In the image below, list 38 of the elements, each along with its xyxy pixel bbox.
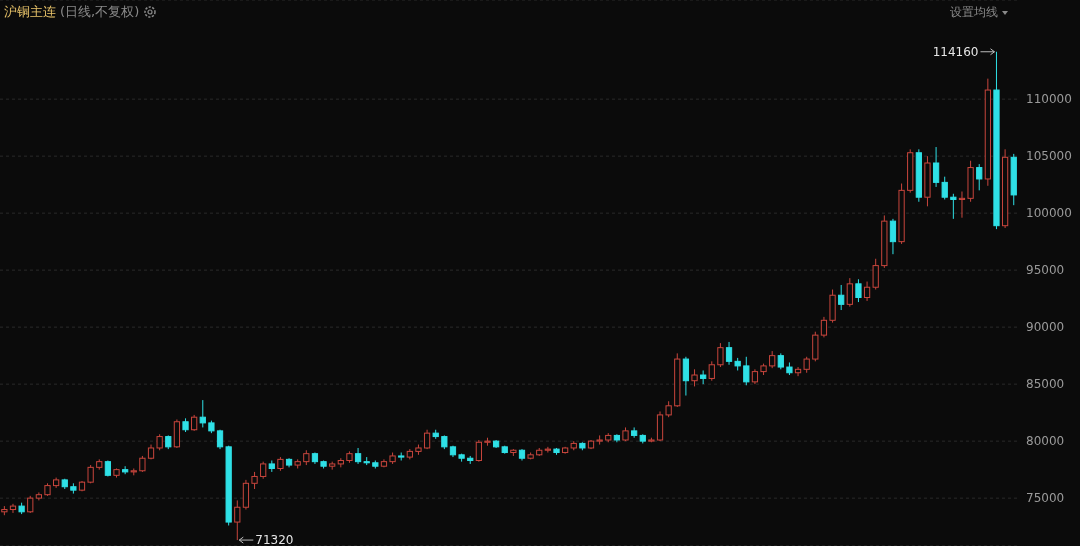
candlestick bbox=[199, 399, 206, 428]
candlestick bbox=[958, 191, 966, 219]
y-tick-label: 80000 bbox=[1026, 434, 1065, 449]
y-tick-label: 95000 bbox=[1026, 263, 1065, 278]
candlestick bbox=[743, 356, 750, 386]
candlestick bbox=[950, 193, 957, 220]
candlestick bbox=[682, 356, 690, 397]
chart-title: 沪铜主连 bbox=[4, 3, 56, 21]
candlestick bbox=[932, 146, 940, 188]
candlestick bbox=[234, 499, 241, 541]
annotation: 设置均线 bbox=[950, 4, 998, 21]
candlestick bbox=[544, 446, 551, 454]
candlestick bbox=[846, 277, 853, 308]
y-tick-label: 75000 bbox=[1026, 491, 1065, 506]
candlestick bbox=[855, 278, 862, 303]
y-tick-label: 90000 bbox=[1026, 320, 1065, 335]
candlestick bbox=[475, 439, 482, 463]
candlestick bbox=[838, 284, 845, 311]
candlestick bbox=[812, 331, 819, 362]
candlestick bbox=[242, 479, 250, 511]
candlestick bbox=[122, 465, 129, 475]
candlestick bbox=[631, 426, 638, 439]
candlestick bbox=[976, 163, 983, 191]
candlestick bbox=[872, 258, 879, 291]
y-tick-label: 110000 bbox=[1026, 92, 1072, 107]
candlestick bbox=[820, 316, 828, 338]
annotation: 71320 bbox=[255, 533, 294, 546]
candlestick bbox=[717, 342, 724, 368]
y-tick-label: 100000 bbox=[1026, 206, 1072, 221]
y-tick-label: 85000 bbox=[1026, 377, 1065, 392]
candlestick bbox=[863, 281, 871, 302]
y-tick-label: 105000 bbox=[1026, 149, 1072, 164]
annotation: 114160 bbox=[932, 44, 979, 59]
candlestick bbox=[708, 360, 715, 382]
candlestick bbox=[725, 341, 733, 366]
candlestick bbox=[889, 218, 897, 255]
chart-subtitle: (日线,不复权) bbox=[60, 3, 140, 21]
candlestick bbox=[941, 176, 948, 200]
